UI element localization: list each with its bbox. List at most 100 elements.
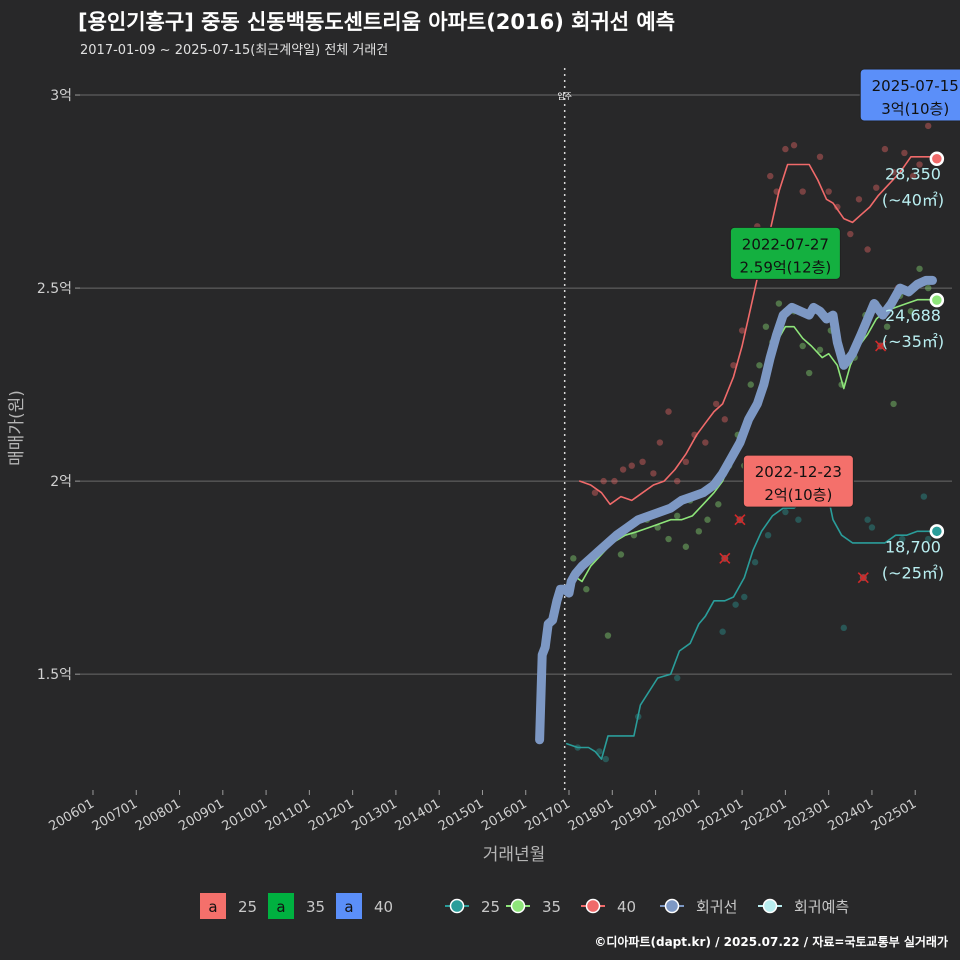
transaction-dot	[674, 512, 681, 520]
legend: a 25 a 35 a 40 25 35 40 회귀선 회귀예측	[200, 893, 849, 919]
transaction-dot	[628, 462, 635, 469]
legend-key-box	[200, 893, 226, 919]
end-point-marker	[929, 524, 945, 539]
x-tick-label: 200801	[133, 796, 183, 834]
transaction-dot	[650, 470, 657, 477]
x-tick-label: 201801	[566, 796, 616, 834]
legend-label: 25	[238, 898, 257, 916]
transaction-dot	[682, 458, 690, 466]
x-axis-label: 거래년월	[483, 845, 546, 865]
x-tick-label: 202101	[696, 796, 746, 834]
transaction-dot	[738, 327, 746, 334]
x-tick-label: 201601	[479, 796, 529, 834]
legend-key-letter: a	[276, 898, 285, 916]
transaction-dot	[924, 122, 932, 130]
annotation-date: 2022-12-23	[755, 463, 842, 481]
transaction-dot	[782, 508, 789, 516]
end-point-marker	[929, 151, 945, 166]
cancelled-x-mark	[857, 572, 869, 584]
legend-label: 회귀예측	[794, 898, 849, 916]
chart-title: [용인기흥구] 중동 신동백동도센트리움 아파트(2016) 회귀선 예측	[78, 10, 676, 34]
transaction-dot	[920, 493, 928, 500]
transaction-dot	[732, 601, 739, 608]
transaction-dot	[665, 408, 672, 415]
move-in-label: 입주	[557, 92, 572, 101]
legend-key-box	[336, 893, 362, 919]
transaction-dot	[924, 535, 932, 543]
x-tick-label: 200601	[46, 796, 96, 834]
transaction-dot	[730, 362, 737, 369]
legend-point-key	[664, 898, 680, 914]
x-tick-label: 200901	[176, 796, 226, 834]
transaction-dot	[704, 516, 711, 523]
transaction-dot	[805, 369, 813, 377]
cancelled-marks	[719, 340, 887, 584]
annotation-price: 3억(10층)	[881, 100, 949, 118]
legend-point-key	[449, 898, 465, 914]
x-tick-label: 201101	[263, 796, 313, 834]
transaction-dot	[775, 300, 783, 307]
annotation-boxes: 2025-07-15 3억(10층) 2022-07-27 2.59억(12층) 202…	[729, 68, 960, 508]
x-tick-label: 201501	[436, 796, 486, 834]
transaction-dot	[619, 466, 627, 473]
legend-label: 회귀선	[696, 898, 737, 916]
transaction-dot	[883, 323, 891, 330]
transaction-dot	[834, 203, 841, 211]
legend-label: 35	[306, 898, 325, 916]
x-tick-label: 201901	[609, 796, 659, 834]
transaction-dot	[816, 153, 824, 161]
annotation-date: 2022-07-27	[742, 235, 829, 253]
transaction-dot	[782, 145, 789, 153]
transaction-dot	[656, 439, 664, 446]
x-tick-label: 202201	[739, 796, 789, 834]
transaction-dot	[799, 342, 806, 350]
transaction-dot	[901, 149, 908, 157]
transaction-dot	[916, 265, 923, 272]
transaction-dot	[762, 323, 770, 330]
transaction-dot	[864, 246, 871, 253]
transaction-dot	[756, 362, 763, 369]
transaction-dot	[695, 528, 703, 535]
transaction-dot	[855, 196, 863, 203]
legend-point-key	[762, 898, 778, 914]
regression-line	[535, 275, 937, 745]
transaction-dot	[764, 531, 772, 539]
legend-point-key	[585, 898, 601, 914]
x-tick-label: 201301	[349, 796, 399, 834]
transaction-dot	[909, 172, 917, 180]
transaction-dot	[721, 416, 729, 423]
transaction-dot	[916, 161, 923, 168]
transaction-dot	[602, 755, 609, 763]
end-point-marker	[929, 292, 945, 308]
legend-key-box	[268, 893, 294, 919]
y-axis-ticks: 1.5억 2억 2.5억 3억	[37, 88, 80, 683]
transaction-dot	[712, 400, 720, 408]
transaction-dot	[751, 559, 759, 566]
transaction-dot	[899, 535, 906, 543]
transaction-dot	[583, 586, 590, 593]
legend-label: 40	[617, 898, 636, 916]
transaction-dot	[596, 748, 603, 755]
transaction-dot	[924, 284, 932, 292]
y-tick-label: 3억	[50, 88, 72, 104]
x-tick-label: 202501	[869, 796, 919, 834]
annotation-box	[729, 226, 841, 280]
transaction-dot	[767, 172, 774, 180]
y-axis-label: 매매가(원)	[7, 390, 27, 466]
transaction-dot	[702, 439, 709, 446]
transaction-dot	[570, 555, 577, 562]
legend-key-letter: a	[208, 898, 217, 916]
x-tick-label: 202401	[825, 796, 875, 834]
transaction-dot	[674, 674, 681, 682]
transaction-dot	[639, 458, 646, 466]
end-value-label: 28,350	[885, 165, 941, 184]
end-area-label: (~25㎡)	[882, 563, 944, 582]
transaction-dot	[719, 628, 726, 635]
legend-label: 40	[374, 898, 393, 916]
end-point-labels: 28,350 (~40㎡) 24,688 (~35㎡) 18,700 (~25㎡)	[882, 151, 945, 582]
end-area-label: (~35㎡)	[882, 332, 944, 351]
x-tick-label: 202301	[782, 796, 832, 834]
x-tick-label: 201401	[393, 796, 443, 834]
transaction-dot	[591, 489, 599, 496]
